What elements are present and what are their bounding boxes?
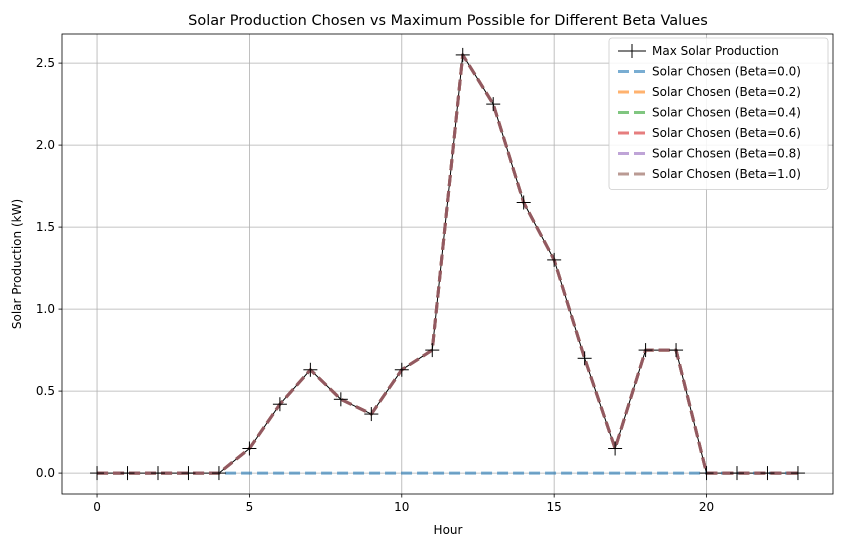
- max-point-marker: [181, 466, 196, 481]
- max-point-marker: [272, 397, 287, 412]
- y-tick-label: 1.5: [36, 220, 55, 234]
- x-tick-label: 20: [699, 500, 714, 514]
- y-tick-label: 2.0: [36, 138, 55, 152]
- legend-entry-solar-chosen-beta-0-4: Solar Chosen (Beta=0.4): [618, 106, 801, 120]
- max-point-marker: [455, 47, 470, 62]
- plot-frame: [61, 33, 834, 495]
- legend-box: [608, 37, 829, 190]
- legend-entry-solar-chosen-beta-1-0: Solar Chosen (Beta=1.0): [618, 167, 801, 181]
- y-tick-label: 0.0: [36, 466, 55, 480]
- max-point-marker: [486, 97, 501, 112]
- max-point-marker: [516, 195, 531, 210]
- series-layer: [90, 47, 805, 481]
- y-axis-label: Solar Production (kW): [10, 199, 24, 329]
- x-tick-label: 10: [394, 500, 409, 514]
- max-point-marker: [90, 466, 105, 481]
- max-point-marker: [669, 343, 684, 358]
- max-point-marker: [699, 466, 714, 481]
- max-point-marker: [394, 362, 409, 377]
- max-point-marker: [638, 343, 653, 358]
- y-tick-label: 2.5: [36, 56, 55, 70]
- max-point-marker: [333, 392, 348, 407]
- max-point-marker: [211, 466, 226, 481]
- legend-label: Max Solar Production: [652, 44, 779, 58]
- max-point-marker: [790, 466, 805, 481]
- legend-entry-solar-chosen-beta-0-0: Solar Chosen (Beta=0.0): [618, 65, 801, 79]
- max-point-marker: [303, 362, 318, 377]
- max-point-marker: [150, 466, 165, 481]
- legend-label: Solar Chosen (Beta=0.4): [652, 106, 801, 120]
- legend-entry-solar-chosen-beta-0-2: Solar Chosen (Beta=0.2): [618, 85, 801, 99]
- y-tick-label: 1.0: [36, 302, 55, 316]
- legend-entry-max-solar-production: Max Solar Production: [618, 44, 779, 58]
- legend-label: Solar Chosen (Beta=0.6): [652, 126, 801, 140]
- legend-entry-solar-chosen-beta-0-8: Solar Chosen (Beta=0.8): [618, 147, 801, 161]
- legend-label: Solar Chosen (Beta=0.8): [652, 147, 801, 161]
- ticks: 0 5 10 15 20 0.0 0.5 1.0 1.5 2.0 2.5: [36, 56, 714, 514]
- max-point-marker: [425, 343, 440, 358]
- max-point-marker: [760, 466, 775, 481]
- x-tick-label: 5: [246, 500, 254, 514]
- max-point-marker: [364, 407, 379, 422]
- legend-entry-solar-chosen-beta-0-6: Solar Chosen (Beta=0.6): [618, 126, 801, 140]
- legend: Max Solar Production Solar Chosen (Beta=0…: [608, 37, 829, 190]
- max-point-marker: [577, 351, 592, 366]
- max-point-marker: [730, 466, 745, 481]
- chart-title: Solar Production Chosen vs Maximum Possi…: [188, 13, 708, 29]
- x-axis-label: Hour: [434, 523, 463, 537]
- max-point-marker: [547, 252, 562, 267]
- x-tick-label: 0: [93, 500, 101, 514]
- max-point-marker: [608, 441, 623, 456]
- max-point-marker: [242, 441, 257, 456]
- max-point-marker: [120, 466, 135, 481]
- y-tick-label: 0.5: [36, 384, 55, 398]
- legend-label: Solar Chosen (Beta=0.0): [652, 65, 801, 79]
- legend-label: Solar Chosen (Beta=0.2): [652, 85, 801, 99]
- x-tick-label: 15: [547, 500, 562, 514]
- legend-label: Solar Chosen (Beta=1.0): [652, 167, 801, 181]
